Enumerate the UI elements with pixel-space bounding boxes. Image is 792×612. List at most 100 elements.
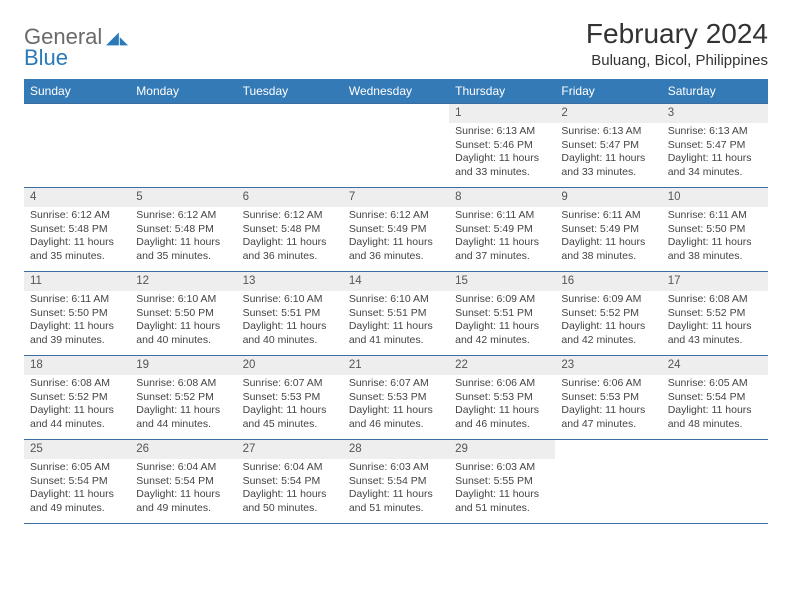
calendar-day-cell: 8 Sunrise: 6:11 AMSunset: 5:49 PMDaylight… — [449, 188, 555, 272]
day-number: 26 — [130, 440, 236, 459]
day-details: Sunrise: 6:05 AMSunset: 5:54 PMDaylight:… — [30, 461, 124, 516]
calendar-day-cell: 19Sunrise: 6:08 AMSunset: 5:52 PMDayligh… — [130, 356, 236, 440]
sunset-text: Sunset: 5:50 PM — [30, 307, 124, 321]
day-details: Sunrise: 6:11 AMSunset: 5:49 PMDaylight:… — [561, 209, 655, 264]
sunset-text: Sunset: 5:53 PM — [561, 391, 655, 405]
calendar-day-cell: 7Sunrise: 6:12 AMSunset: 5:49 PMDaylight… — [343, 188, 449, 272]
day-details: Sunrise: 6:08 AMSunset: 5:52 PMDaylight:… — [30, 377, 124, 432]
daylight-text: Daylight: 11 hours and 43 minutes. — [668, 320, 762, 347]
calendar-day-cell: 3 Sunrise: 6:13 AMSunset: 5:47 PMDaylight… — [662, 104, 768, 188]
calendar-page: General February 2024 Buluang, Bicol, Ph… — [0, 0, 792, 542]
sunset-text: Sunset: 5:52 PM — [561, 307, 655, 321]
sunrise-text: Sunrise: 6:10 AM — [349, 293, 443, 307]
daylight-text: Daylight: 11 hours and 44 minutes. — [136, 404, 230, 431]
calendar-day-cell: 29Sunrise: 6:03 AMSunset: 5:55 PMDayligh… — [449, 440, 555, 524]
daylight-text: Daylight: 11 hours and 35 minutes. — [30, 236, 124, 263]
daylight-text: Daylight: 11 hours and 41 minutes. — [349, 320, 443, 347]
day-number: 10 — [662, 188, 768, 207]
sunrise-text: Sunrise: 6:07 AM — [349, 377, 443, 391]
calendar-day-cell: 9 Sunrise: 6:11 AMSunset: 5:49 PMDaylight… — [555, 188, 661, 272]
sunrise-text: Sunrise: 6:03 AM — [455, 461, 549, 475]
sunrise-text: Sunrise: 6:11 AM — [455, 209, 549, 223]
daylight-text: Daylight: 11 hours and 46 minutes. — [349, 404, 443, 431]
sunrise-text: Sunrise: 6:09 AM — [561, 293, 655, 307]
day-details: Sunrise: 6:12 AMSunset: 5:48 PMDaylight:… — [243, 209, 337, 264]
sunset-text: Sunset: 5:50 PM — [668, 223, 762, 237]
daylight-text: Daylight: 11 hours and 35 minutes. — [136, 236, 230, 263]
day-number: 2 — [555, 104, 661, 123]
day-number: 13 — [237, 272, 343, 291]
sunrise-text: Sunrise: 6:03 AM — [349, 461, 443, 475]
sunset-text: Sunset: 5:54 PM — [243, 475, 337, 489]
weekday-header: Monday — [130, 79, 236, 104]
calendar-day-cell: 2Sunrise: 6:13 AMSunset: 5:47 PMDaylight… — [555, 104, 661, 188]
calendar-day-cell: 24Sunrise: 6:05 AMSunset: 5:54 PMDayligh… — [662, 356, 768, 440]
daylight-text: Daylight: 11 hours and 45 minutes. — [243, 404, 337, 431]
day-number: 21 — [343, 356, 449, 375]
day-number: 15 — [449, 272, 555, 291]
calendar-day-cell: 13Sunrise: 6:10 AMSunset: 5:51 PMDayligh… — [237, 272, 343, 356]
calendar-day-cell: 23Sunrise: 6:06 AMSunset: 5:53 PMDayligh… — [555, 356, 661, 440]
sunrise-text: Sunrise: 6:08 AM — [30, 377, 124, 391]
calendar-day-cell: 16Sunrise: 6:09 AMSunset: 5:52 PMDayligh… — [555, 272, 661, 356]
daylight-text: Daylight: 11 hours and 34 minutes. — [668, 152, 762, 179]
daylight-text: Daylight: 11 hours and 39 minutes. — [30, 320, 124, 347]
sunset-text: Sunset: 5:53 PM — [243, 391, 337, 405]
day-number: 9 — [555, 188, 661, 207]
day-details: Sunrise: 6:08 AMSunset: 5:52 PMDaylight:… — [136, 377, 230, 432]
day-details: Sunrise: 6:04 AMSunset: 5:54 PMDaylight:… — [243, 461, 337, 516]
sunrise-text: Sunrise: 6:09 AM — [455, 293, 549, 307]
day-details: Sunrise: 6:10 AMSunset: 5:51 PMDaylight:… — [349, 293, 443, 348]
calendar-day-cell: 10Sunrise: 6:11 AMSunset: 5:50 PMDayligh… — [662, 188, 768, 272]
sunset-text: Sunset: 5:53 PM — [349, 391, 443, 405]
sunrise-text: Sunrise: 6:06 AM — [455, 377, 549, 391]
day-details: Sunrise: 6:06 AMSunset: 5:53 PMDaylight:… — [455, 377, 549, 432]
weekday-header: Wednesday — [343, 79, 449, 104]
daylight-text: Daylight: 11 hours and 46 minutes. — [455, 404, 549, 431]
sunrise-text: Sunrise: 6:13 AM — [455, 125, 549, 139]
day-number — [662, 440, 768, 459]
calendar-week-row: 11 Sunrise: 6:11 AMSunset: 5:50 PMDayligh… — [24, 272, 768, 356]
daylight-text: Daylight: 11 hours and 38 minutes. — [561, 236, 655, 263]
day-number — [24, 104, 130, 123]
sunset-text: Sunset: 5:55 PM — [455, 475, 549, 489]
calendar-week-row: 25Sunrise: 6:05 AMSunset: 5:54 PMDayligh… — [24, 440, 768, 524]
day-number: 7 — [343, 188, 449, 207]
sunrise-text: Sunrise: 6:11 AM — [668, 209, 762, 223]
sunrise-text: Sunrise: 6:12 AM — [243, 209, 337, 223]
sunset-text: Sunset: 5:49 PM — [455, 223, 549, 237]
day-number: 3 — [662, 104, 768, 123]
day-number: 11 — [24, 272, 130, 291]
calendar-day-cell: 1Sunrise: 6:13 AMSunset: 5:46 PMDaylight… — [449, 104, 555, 188]
calendar-day-cell — [237, 104, 343, 188]
daylight-text: Daylight: 11 hours and 37 minutes. — [455, 236, 549, 263]
day-details: Sunrise: 6:11 AMSunset: 5:50 PMDaylight:… — [30, 293, 124, 348]
daylight-text: Daylight: 11 hours and 40 minutes. — [136, 320, 230, 347]
daylight-text: Daylight: 11 hours and 33 minutes. — [455, 152, 549, 179]
weekday-header: Saturday — [662, 79, 768, 104]
day-details: Sunrise: 6:10 AMSunset: 5:50 PMDaylight:… — [136, 293, 230, 348]
page-title: February 2024 — [586, 18, 768, 50]
day-details: Sunrise: 6:13 AMSunset: 5:47 PMDaylight:… — [668, 125, 762, 180]
calendar-head: Sunday Monday Tuesday Wednesday Thursday… — [24, 79, 768, 104]
sunrise-text: Sunrise: 6:10 AM — [243, 293, 337, 307]
calendar-body: 1Sunrise: 6:13 AMSunset: 5:46 PMDaylight… — [24, 104, 768, 524]
day-details: Sunrise: 6:09 AMSunset: 5:52 PMDaylight:… — [561, 293, 655, 348]
daylight-text: Daylight: 11 hours and 49 minutes. — [136, 488, 230, 515]
day-details: Sunrise: 6:07 AMSunset: 5:53 PMDaylight:… — [349, 377, 443, 432]
sunset-text: Sunset: 5:54 PM — [668, 391, 762, 405]
daylight-text: Daylight: 11 hours and 40 minutes. — [243, 320, 337, 347]
calendar-day-cell — [343, 104, 449, 188]
day-number — [237, 104, 343, 123]
calendar-day-cell — [555, 440, 661, 524]
weekday-header: Thursday — [449, 79, 555, 104]
sunset-text: Sunset: 5:49 PM — [349, 223, 443, 237]
sunrise-text: Sunrise: 6:11 AM — [561, 209, 655, 223]
day-number: 6 — [237, 188, 343, 207]
sunrise-text: Sunrise: 6:08 AM — [136, 377, 230, 391]
sunset-text: Sunset: 5:51 PM — [455, 307, 549, 321]
calendar-day-cell — [130, 104, 236, 188]
day-number: 8 — [449, 188, 555, 207]
sunrise-text: Sunrise: 6:13 AM — [668, 125, 762, 139]
sunrise-text: Sunrise: 6:05 AM — [668, 377, 762, 391]
